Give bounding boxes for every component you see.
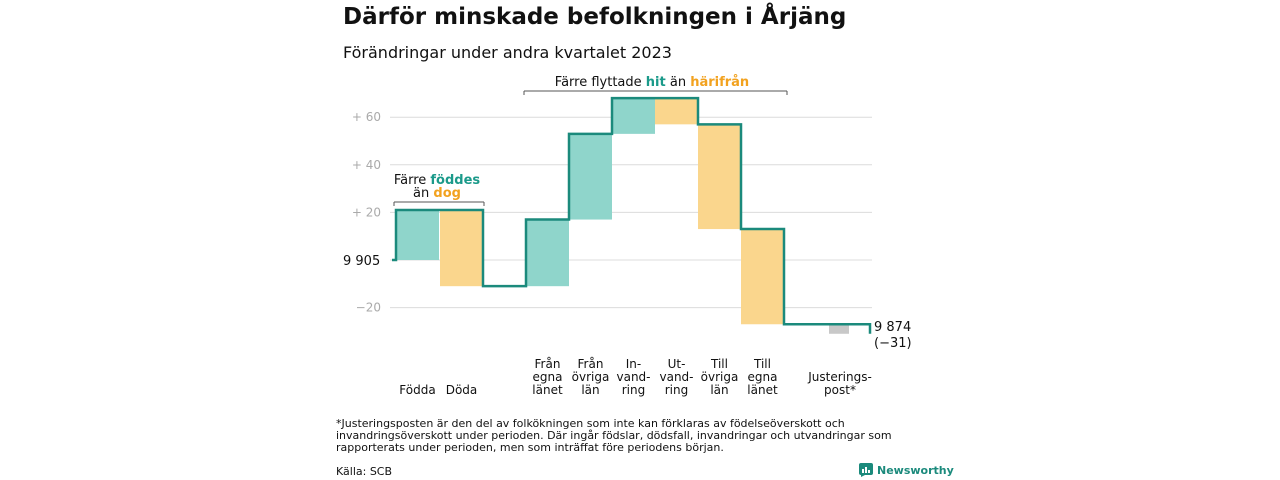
start-value-label: 9 905 — [343, 254, 380, 269]
waterfall-bar — [829, 324, 849, 334]
x-category-label: ring — [622, 383, 646, 397]
population-step-line — [392, 96, 872, 334]
x-category-label: Från — [535, 357, 561, 371]
x-category-label: egna — [748, 370, 778, 384]
waterfall-bar — [655, 98, 698, 125]
x-category-label: egna — [533, 370, 563, 384]
annotation-highlight: härifrån — [690, 75, 749, 90]
annotation-text: Färre flyttade — [555, 75, 646, 90]
end-value-label: 9 874 — [874, 320, 911, 335]
y-tick-label: + 60 — [352, 110, 381, 124]
waterfall-bar — [440, 210, 483, 287]
annotation-text: än — [413, 186, 433, 201]
waterfall-bar — [741, 229, 784, 325]
x-category-label: Ut- — [668, 357, 686, 371]
source-label: Källa: SCB — [336, 465, 393, 478]
x-category-label: län — [710, 383, 728, 397]
annotation-text: Färre — [394, 173, 431, 188]
chart-title: Därför minskade befolkningen i Årjäng — [343, 4, 847, 30]
x-category-label: Till — [753, 357, 771, 371]
annotation-highlight: föddes — [430, 173, 480, 188]
waterfall-bar — [396, 210, 439, 260]
newsworthy-logo-icon — [859, 463, 873, 477]
waterfall-bar — [569, 133, 612, 220]
x-category-label: Från — [578, 357, 604, 371]
x-category-label: Födda — [399, 383, 435, 397]
x-category-label: övriga — [572, 370, 610, 384]
end-change-label: (−31) — [874, 336, 912, 351]
annotation-highlight: dog — [433, 186, 461, 201]
annotation-births-line1: Färre föddes — [394, 173, 481, 188]
waterfall-chart: + 60 + 40 + 20 −20 9 905 9 874(−31) Födda Döda F… — [343, 75, 912, 397]
x-category-label: In- — [626, 357, 641, 371]
y-tick-label: + 40 — [352, 158, 381, 172]
x-category-label: övriga — [701, 370, 739, 384]
footnote: *Justeringsposten är den del av folkökni… — [336, 417, 892, 454]
brand-name: Newsworthy — [877, 463, 954, 477]
waterfall-bar — [612, 98, 655, 134]
y-tick-label: + 20 — [352, 205, 381, 219]
newsworthy-logo: Newsworthy — [859, 463, 954, 477]
x-category-label: ring — [665, 383, 689, 397]
x-category-label: Justerings- — [807, 370, 872, 384]
waterfall-bar — [526, 219, 569, 287]
waterfall-bar — [698, 124, 741, 230]
x-category-label: länet — [532, 383, 563, 397]
annotation-highlight: hit — [646, 75, 666, 90]
x-category-label: post* — [824, 383, 856, 397]
annotation-text: än — [666, 75, 690, 90]
x-category-label: länet — [747, 383, 778, 397]
x-category-label: vand- — [659, 370, 693, 384]
chart-subtitle: Förändringar under andra kvartalet 2023 — [343, 43, 672, 62]
x-category-label: Döda — [446, 383, 478, 397]
annotation-births-line2: än dog — [413, 186, 461, 201]
annotation-migration: Färre flyttade hit än härifrån — [555, 75, 749, 90]
x-category-label: län — [581, 383, 599, 397]
x-category-label: Till — [710, 357, 728, 371]
x-category-label: vand- — [616, 370, 650, 384]
y-tick-label: −20 — [356, 301, 381, 315]
